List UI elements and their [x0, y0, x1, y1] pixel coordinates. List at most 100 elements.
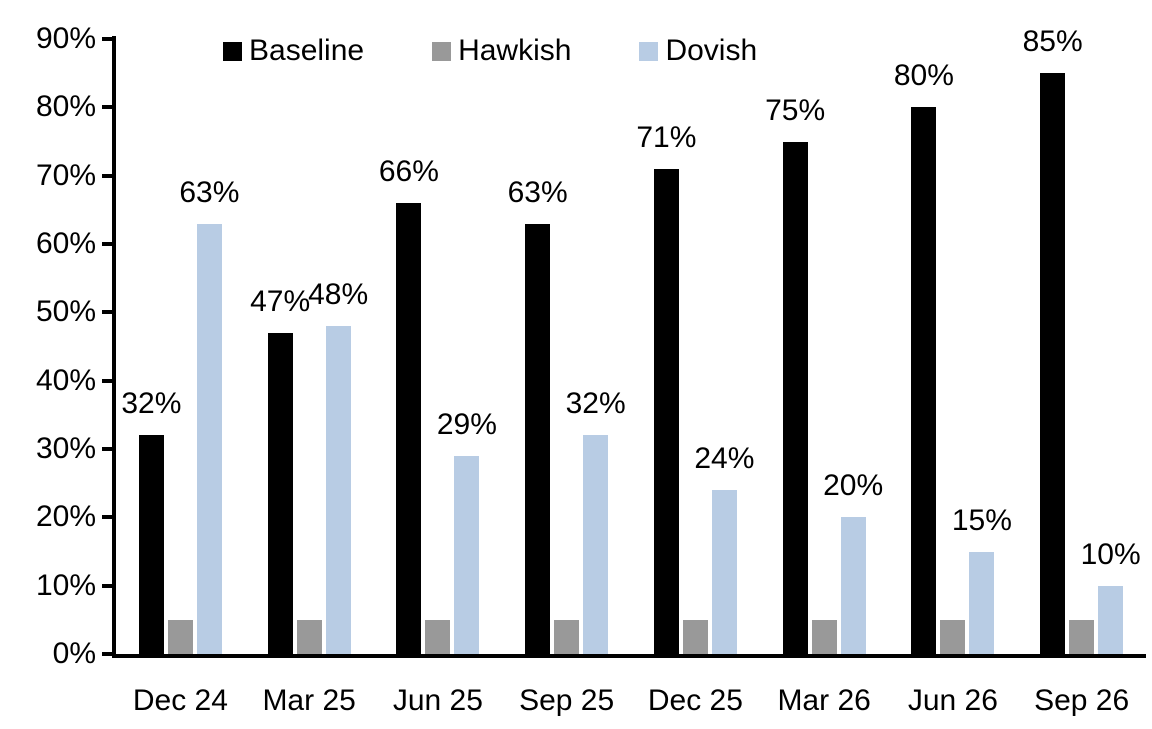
- bar-baseline-sep-26: [1040, 73, 1066, 654]
- bar-wrap: 48%: [308, 39, 368, 654]
- y-tick-label: 0%: [52, 637, 96, 670]
- bar-hawkish-dec-24: [167, 619, 193, 654]
- x-category-label-sep-25: Sep 25: [519, 684, 615, 717]
- legend-item-baseline: Baseline: [223, 33, 364, 69]
- y-tick: [102, 173, 112, 178]
- bar-value-label: 63%: [179, 175, 240, 209]
- bar-dovish-mar-25: [325, 326, 351, 654]
- y-tick: [102, 652, 112, 656]
- y-tick: [102, 310, 112, 315]
- bar-wrap: [811, 39, 837, 654]
- legend-swatch-dovish-icon: [639, 41, 659, 61]
- y-tick-label: 60%: [35, 227, 96, 260]
- bar-wrap: 80%: [894, 39, 954, 654]
- y-tick: [102, 447, 112, 451]
- bar-baseline-mar-25: [267, 332, 293, 654]
- bar-wrap: 63%: [179, 39, 239, 654]
- bar-value-label: 32%: [565, 387, 626, 421]
- legend-label: Baseline: [249, 34, 365, 67]
- x-category-label-mar-25: Mar 25: [262, 684, 356, 717]
- bar-wrap: 20%: [823, 39, 883, 654]
- x-category-label-jun-25: Jun 25: [392, 684, 483, 717]
- y-tick-label: 50%: [35, 295, 96, 329]
- y-tick: [102, 378, 112, 383]
- bar-hawkish-jun-25: [425, 619, 451, 654]
- bar-hawkish-mar-26: [811, 619, 837, 654]
- bar-baseline-jun-25: [396, 203, 422, 654]
- x-category-label-sep-26: Sep 26: [1034, 684, 1130, 717]
- bar-hawkish-dec-25: [682, 619, 708, 654]
- bar-value-label: 63%: [507, 175, 568, 209]
- x-category-label-dec-25: Dec 25: [647, 684, 743, 717]
- bar-dovish-dec-24: [196, 223, 222, 654]
- bar-baseline-dec-25: [653, 168, 679, 654]
- bar-wrap: 10%: [1081, 39, 1141, 654]
- x-category-label-mar-26: Mar 26: [777, 684, 871, 717]
- bar-baseline-mar-26: [782, 141, 808, 654]
- bar-value-label: 32%: [121, 387, 182, 421]
- y-tick-label: 40%: [35, 363, 96, 397]
- chart-legend: Baseline Hawkish Dovish: [223, 33, 757, 69]
- bar-wrap: [1069, 39, 1095, 654]
- bar-wrap: [296, 39, 322, 654]
- legend-label: Hawkish: [458, 34, 572, 67]
- bar-dovish-mar-26: [840, 517, 866, 654]
- y-tick-label: 10%: [35, 568, 96, 602]
- bar-baseline-dec-24: [138, 435, 164, 654]
- y-tick: [102, 37, 112, 41]
- bar-wrap: 32%: [121, 39, 181, 654]
- y-tick: [102, 242, 112, 246]
- bar-dovish-jun-26: [969, 551, 995, 654]
- x-category-label-dec-24: Dec 24: [132, 684, 228, 717]
- bar-wrap: 24%: [694, 39, 754, 654]
- bar-wrap: 71%: [636, 39, 696, 654]
- bar-wrap: [940, 39, 966, 654]
- bar-wrap: 63%: [508, 39, 568, 654]
- bar-wrap: 75%: [765, 39, 825, 654]
- y-tick: [102, 105, 112, 110]
- bar-value-label: 20%: [823, 469, 884, 503]
- bar-value-label: 10%: [1080, 537, 1141, 571]
- x-category-label-jun-26: Jun 26: [907, 684, 998, 717]
- bar-wrap: 29%: [437, 39, 497, 654]
- y-tick-label: 20%: [35, 500, 96, 534]
- bar-wrap: 15%: [952, 39, 1012, 654]
- bar-wrap: 66%: [379, 39, 439, 654]
- bar-wrap: [167, 39, 193, 654]
- bar-group-dec-25: 71% 24%: [631, 39, 760, 654]
- bar-group-jun-26: 80% 15%: [889, 39, 1018, 654]
- bar-group-dec-24: 32% 63%: [116, 39, 245, 654]
- legend-swatch-hawkish-icon: [432, 41, 452, 61]
- bar-hawkish-sep-25: [554, 619, 580, 654]
- bar-baseline-jun-26: [911, 107, 937, 654]
- bar-wrap: 85%: [1023, 27, 1083, 654]
- bar-value-label: 75%: [765, 93, 826, 127]
- bar-value-label: 66%: [378, 155, 439, 188]
- bar-dovish-dec-25: [711, 490, 737, 654]
- bar-group-mar-26: 75% 20%: [760, 39, 889, 654]
- bar-hawkish-mar-25: [296, 619, 322, 654]
- bar-wrap: 32%: [566, 39, 626, 654]
- legend-item-dovish: Dovish: [639, 33, 757, 69]
- bar-value-label: 85%: [1022, 25, 1083, 59]
- bar-value-label: 71%: [636, 120, 697, 154]
- x-axis-labels: Dec 24 Mar 25 Jun 25 Sep 25 Dec 25 Mar 26 Jun …: [116, 684, 1146, 718]
- bar-wrap: [682, 39, 708, 654]
- bar-value-label: 29%: [436, 407, 497, 441]
- plot-area: 32% 63% 47% 48% 66% 29% 63% 32% 71% 24% 75% 20% 80% 1…: [116, 27, 1146, 654]
- y-tick-label: 30%: [35, 432, 96, 465]
- y-tick: [102, 515, 112, 520]
- x-axis-line: [112, 654, 1146, 658]
- bar-wrap: [425, 39, 451, 654]
- bar-dovish-jun-25: [454, 455, 480, 654]
- bar-value-label: 80%: [893, 59, 954, 93]
- legend-swatch-baseline-icon: [223, 41, 242, 61]
- bar-value-label: 47%: [250, 284, 311, 318]
- bar-group-sep-25: 63% 32%: [502, 39, 631, 654]
- bar-wrap: [554, 39, 580, 654]
- bar-group-sep-26: 85% 10%: [1017, 27, 1146, 654]
- bar-dovish-sep-25: [583, 435, 609, 654]
- bar-hawkish-jun-26: [940, 619, 966, 654]
- bar-baseline-sep-25: [525, 223, 551, 654]
